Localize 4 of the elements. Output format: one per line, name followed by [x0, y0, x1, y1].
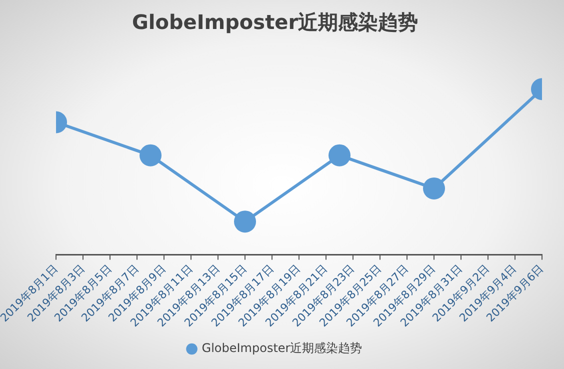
chart-title: GlobeImposter近期感染趋势: [132, 10, 418, 34]
point: [328, 144, 351, 166]
legend-label: GlobeImposter近期感染趋势: [202, 341, 362, 356]
point: [234, 210, 256, 233]
